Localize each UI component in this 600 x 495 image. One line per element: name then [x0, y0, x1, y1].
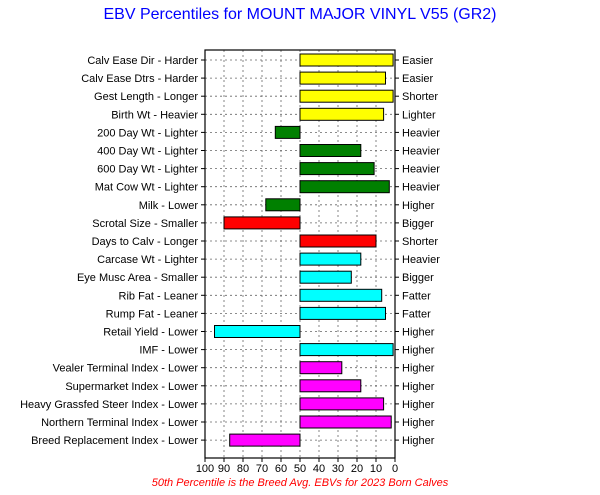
direction-label: Higher — [402, 399, 435, 411]
direction-label: Higher — [402, 327, 435, 339]
direction-label: Fatter — [402, 308, 431, 320]
direction-label: Higher — [402, 345, 435, 357]
bar — [299, 397, 385, 411]
direction-label: Shorter — [402, 91, 438, 103]
bar — [299, 107, 385, 121]
trait-label: 400 Day Wt - Lighter — [97, 146, 198, 158]
bar — [299, 252, 362, 266]
trait-label: Rib Fat - Leaner — [119, 290, 199, 302]
trait-label: 200 Day Wt - Lighter — [97, 127, 198, 139]
bar — [299, 270, 352, 284]
trait-label: Heavy Grassfed Steer Index - Lower — [20, 399, 198, 411]
trait-label: Gest Length - Longer — [94, 91, 198, 103]
trait-label: Northern Terminal Index - Lower — [41, 417, 198, 429]
trait-label: Calv Ease Dtrs - Harder — [81, 73, 198, 85]
bar — [299, 53, 394, 67]
trait-label: Eye Musc Area - Smaller — [77, 272, 198, 284]
trait-label: Mat Cow Wt - Lighter — [95, 182, 199, 194]
chart-title: EBV Percentiles for MOUNT MAJOR VINYL V5… — [103, 6, 497, 23]
direction-label: Bigger — [402, 218, 434, 230]
x-axis-ticks: 100 90 80 70 60 50 40 30 20 10 0 — [196, 458, 398, 475]
x-tick-label: 60 — [275, 463, 287, 475]
left-labels: Calv Ease Dir - Harder Calv Ease Dtrs - H… — [20, 55, 198, 447]
direction-label: Heavier — [402, 164, 440, 176]
direction-label: Easier — [402, 73, 434, 85]
direction-label: Heavier — [402, 254, 440, 266]
bar — [299, 162, 375, 176]
bar — [299, 180, 390, 194]
bar — [299, 89, 394, 103]
x-tick-label: 10 — [370, 463, 382, 475]
trait-label: Supermarket Index - Lower — [65, 381, 198, 393]
bar — [299, 343, 394, 357]
direction-label: Higher — [402, 200, 435, 212]
trait-label: IMF - Lower — [139, 345, 198, 357]
bar — [223, 216, 301, 230]
x-tick-label: 100 — [196, 463, 214, 475]
bar — [214, 325, 301, 338]
direction-label: Heavier — [402, 127, 440, 139]
trait-label: Calv Ease Dir - Harder — [87, 55, 198, 67]
x-tick-label: 40 — [313, 463, 325, 475]
bars-layer — [214, 53, 394, 447]
direction-label: Bigger — [402, 272, 434, 284]
direction-label: Higher — [402, 417, 435, 429]
trait-label: Retail Yield - Lower — [103, 327, 198, 339]
trait-label: Vealer Terminal Index - Lower — [53, 363, 199, 375]
x-tick-label: 0 — [392, 463, 398, 475]
bar — [299, 415, 392, 429]
direction-label: Heavier — [402, 182, 440, 194]
trait-label: Carcase Wt - Lighter — [97, 254, 198, 266]
bar — [299, 379, 362, 393]
bar — [299, 288, 383, 302]
trait-label: Rump Fat - Leaner — [106, 308, 199, 320]
direction-label: Heavier — [402, 146, 440, 158]
direction-label: Easier — [402, 55, 434, 67]
trait-label: Birth Wt - Heavier — [111, 109, 198, 121]
direction-label: Higher — [402, 363, 435, 375]
bar — [229, 433, 301, 447]
direction-label: Shorter — [402, 236, 438, 248]
x-tick-label: 80 — [237, 463, 249, 475]
bar — [265, 198, 301, 212]
trait-label: Milk - Lower — [139, 200, 199, 212]
trait-label: 600 Day Wt - Lighter — [97, 164, 198, 176]
chart-footnote: 50th Percentile is the Breed Avg. EBVs f… — [151, 477, 449, 489]
bar — [299, 144, 362, 157]
direction-label: Fatter — [402, 290, 431, 302]
bar — [299, 234, 377, 248]
x-tick-label: 30 — [332, 463, 344, 475]
trait-label: Days to Calv - Longer — [92, 236, 199, 248]
bar — [274, 125, 301, 139]
bar — [299, 361, 343, 375]
bar — [299, 306, 386, 320]
direction-label: Higher — [402, 381, 435, 393]
x-tick-label: 90 — [218, 463, 230, 475]
direction-label: Lighter — [402, 109, 436, 121]
x-tick-label: 70 — [256, 463, 268, 475]
trait-label: Scrotal Size - Smaller — [92, 218, 198, 230]
x-tick-label: 20 — [351, 463, 363, 475]
trait-label: Breed Replacement Index - Lower — [31, 435, 198, 447]
x-tick-label: 50 — [294, 463, 306, 475]
right-labels: Easier Easier Shorter Lighter Heavier Heavier… — [402, 55, 440, 447]
direction-label: Higher — [402, 435, 435, 447]
bar — [299, 71, 386, 85]
